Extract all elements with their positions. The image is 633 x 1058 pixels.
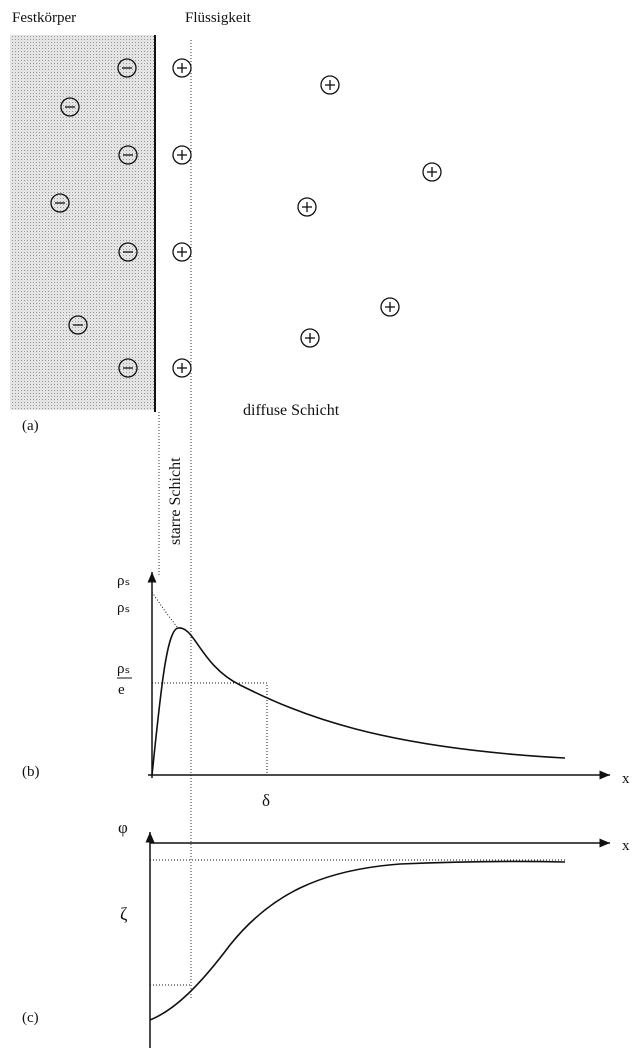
cation bbox=[380, 297, 400, 317]
panel-label: (a) bbox=[22, 418, 39, 434]
anion bbox=[117, 58, 137, 78]
panel-b bbox=[147, 572, 610, 780]
charge-curve bbox=[151, 627, 566, 776]
x-label: x bbox=[622, 771, 630, 787]
anion bbox=[60, 97, 80, 117]
solid-region bbox=[10, 35, 155, 410]
anion bbox=[50, 193, 70, 213]
cation bbox=[422, 162, 442, 182]
fraction-numerator: ρₛ bbox=[117, 661, 130, 677]
cation bbox=[172, 242, 192, 262]
cation bbox=[172, 145, 192, 165]
liquid-label: Flüssigkeit bbox=[185, 10, 252, 26]
fraction-denominator: e bbox=[118, 682, 125, 698]
diffuse-label: diffuse Schicht bbox=[243, 402, 340, 419]
y-label: φ bbox=[118, 818, 128, 837]
panel-c bbox=[145, 832, 610, 1048]
cation bbox=[297, 197, 317, 217]
potential-curve bbox=[149, 860, 566, 1021]
panel-label: (c) bbox=[22, 1010, 39, 1026]
y-label-start: ρₛ bbox=[117, 600, 130, 616]
rigid-label: starre Schicht bbox=[167, 457, 184, 545]
decay-guide bbox=[152, 682, 268, 775]
ions bbox=[50, 58, 442, 378]
anion bbox=[118, 145, 138, 165]
extrapolation bbox=[151, 591, 179, 629]
zeta-label: ζ bbox=[120, 904, 128, 924]
panel-label: (b) bbox=[22, 764, 40, 780]
anion bbox=[118, 358, 138, 378]
cation bbox=[320, 75, 340, 95]
panel-a: Festkörper Flüssigkeit (a) diffuse Schic… bbox=[10, 10, 442, 1000]
solid-label: Festkörper bbox=[12, 10, 76, 26]
y-label: ρₛ bbox=[117, 573, 130, 589]
cation bbox=[300, 328, 320, 348]
cation bbox=[172, 58, 192, 78]
delta-label: δ bbox=[262, 791, 270, 810]
anion bbox=[118, 242, 138, 262]
x-label: x bbox=[622, 838, 630, 854]
cation bbox=[172, 358, 192, 378]
anion bbox=[68, 315, 88, 335]
